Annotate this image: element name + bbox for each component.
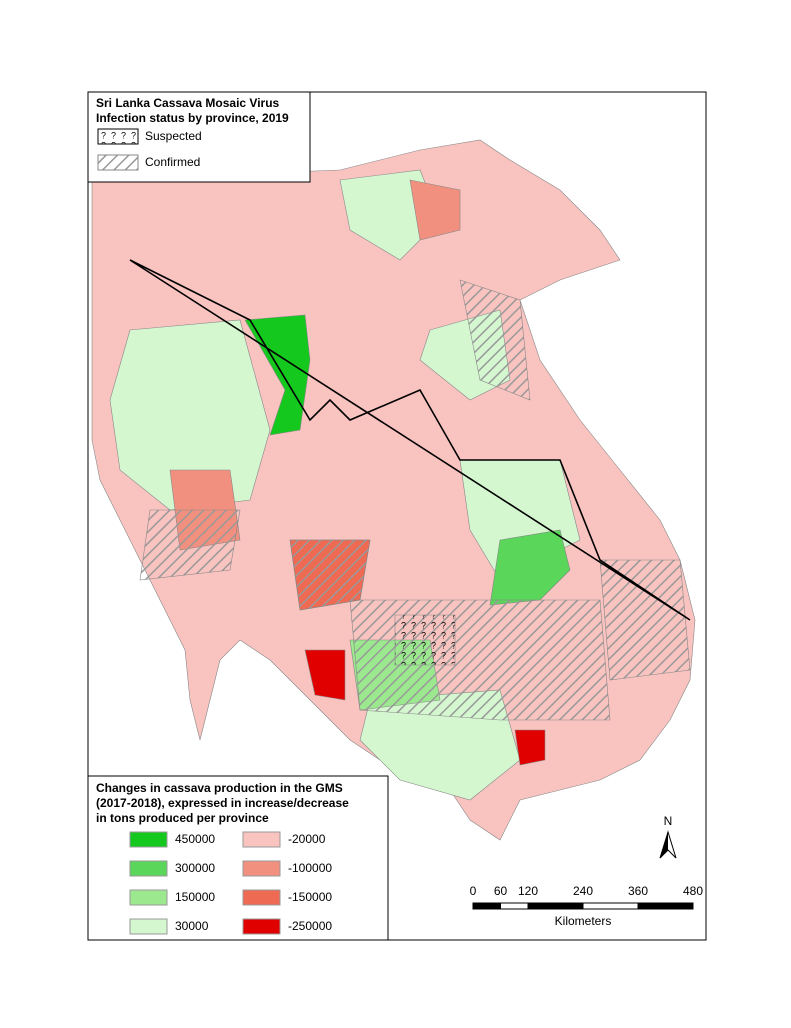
legend-swatch [129,889,168,906]
scale-tick-label: 0 [470,884,477,898]
scale-tick-label: 60 [494,884,508,898]
legend-label: Confirmed [145,155,200,169]
infection-legend: Sri Lanka Cassava Mosaic Virus Infection… [87,91,311,183]
legend-title: Infection status by province, 2019 [96,111,289,125]
scale-segment [472,902,501,910]
scale-segment [637,902,694,910]
legend-label: -250000 [288,919,332,933]
legend-title: Changes in cassava production in the GMS [96,781,343,795]
legend-swatch [129,831,168,848]
map [91,139,696,841]
legend-swatch [242,860,281,877]
legend-title: in tons produced per province [96,811,269,825]
scale-segment [582,902,639,910]
legend-swatch [129,918,168,935]
legend-label: -20000 [288,832,326,846]
production-legend: Changes in cassava production in the GMS… [87,775,389,941]
scale-tick-label: 240 [573,884,593,898]
legend-title: (2017-2018), expressed in increase/decre… [96,796,349,810]
scale-segment [500,902,529,910]
legend-swatch [242,831,281,848]
legend-label: Suspected [145,129,202,143]
legend-label: -100000 [288,861,332,875]
scale-bar: Kilometers 0 60 120 240 360 480 [470,884,704,928]
scale-tick-label: 120 [518,884,538,898]
legend-swatch [242,918,281,935]
legend-swatch [242,889,281,906]
scale-segment [527,902,584,910]
legend-swatch [129,860,168,877]
legend-label: 450000 [175,832,215,846]
legend-title: Sri Lanka Cassava Mosaic Virus [96,96,280,110]
north-label: N [664,814,673,828]
legend-label: -150000 [288,890,332,904]
north-arrow: N [659,814,677,859]
legend-label: 300000 [175,861,215,875]
legend-label: 30000 [175,919,209,933]
scale-tick-label: 480 [683,884,703,898]
scale-tick-label: 360 [628,884,648,898]
scale-unit: Kilometers [555,914,612,928]
legend-label: 150000 [175,890,215,904]
